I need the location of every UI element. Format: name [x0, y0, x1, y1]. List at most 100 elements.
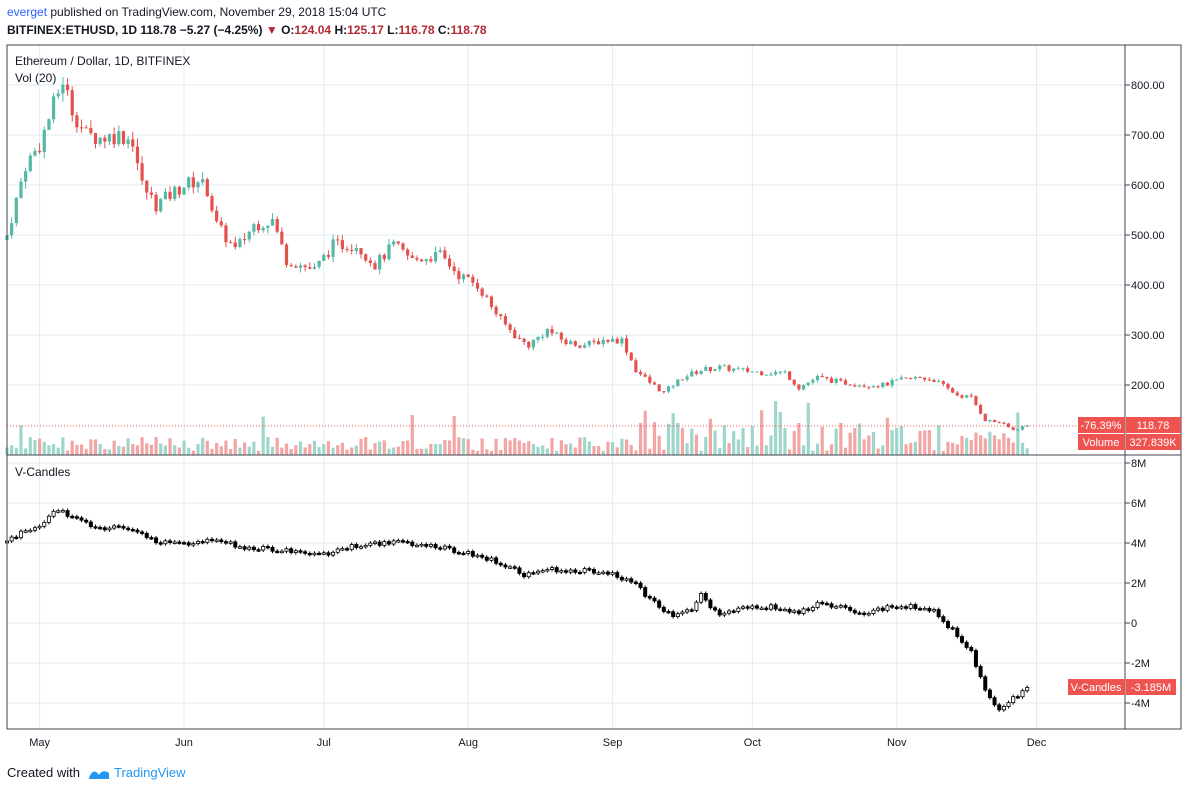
volume-bar	[499, 450, 503, 455]
price-candle	[392, 241, 396, 245]
v-candle	[345, 548, 350, 551]
price-candle	[10, 223, 14, 236]
volume-bar	[294, 445, 298, 455]
high-value: 125.17	[347, 23, 384, 37]
volume-bar	[312, 440, 317, 455]
volume-bar	[503, 438, 508, 455]
price-candle	[857, 385, 862, 387]
time-axis[interactable]: May Jun Jul Aug Sep Oct Nov Dec	[29, 737, 1047, 749]
volume-bar	[201, 437, 205, 455]
volume-bar	[806, 402, 810, 455]
author-link[interactable]: everget	[7, 5, 48, 19]
price-candle	[284, 244, 289, 265]
price-candle	[839, 378, 843, 381]
v-candle	[829, 603, 834, 608]
volume-bar	[340, 442, 344, 455]
volume-bar	[256, 450, 261, 455]
v-candle	[158, 542, 163, 545]
v-candle	[23, 530, 28, 533]
v-candle	[331, 551, 336, 556]
price-candle	[895, 379, 899, 381]
publish-line: everget published on TradingView.com, No…	[7, 5, 386, 19]
y-tick-label: 2M	[1131, 578, 1146, 590]
volume-bar	[1025, 448, 1029, 455]
volume-bar	[610, 442, 615, 455]
volume-bar	[951, 442, 955, 455]
price-candle	[583, 345, 587, 348]
volume-bar	[452, 416, 456, 455]
pane2-title: V-Candles	[15, 465, 70, 479]
price-candle	[433, 251, 438, 262]
v-candle	[279, 550, 284, 554]
price-candle	[657, 384, 661, 392]
price-candle	[14, 197, 18, 224]
volume-bar	[238, 447, 242, 455]
volume-bar	[760, 410, 764, 455]
price-candle	[378, 254, 382, 270]
price-candle	[224, 225, 228, 243]
v-candle	[750, 605, 755, 609]
volume-bar	[98, 444, 102, 455]
v-candle	[564, 570, 569, 573]
v-candle	[522, 572, 527, 578]
v-candle	[568, 569, 573, 573]
volume-bar	[70, 440, 74, 455]
v-candle	[880, 607, 885, 611]
volume-bar	[965, 437, 969, 455]
volume-bar	[634, 450, 638, 455]
v-candle	[46, 515, 51, 523]
volume-bar	[163, 445, 167, 455]
volume-bar	[159, 443, 163, 455]
price-candle	[322, 254, 326, 261]
price-candle	[51, 96, 56, 120]
price-candle	[923, 377, 927, 380]
v-candle	[438, 547, 443, 550]
volume-bar	[182, 440, 186, 455]
volume-bar	[79, 444, 84, 455]
price-candle	[685, 376, 689, 380]
v-candle	[363, 544, 368, 548]
price-candle	[461, 274, 466, 280]
volume-bar	[1006, 437, 1011, 455]
v-candle	[713, 607, 718, 611]
price-candle	[531, 339, 535, 348]
price-candle	[443, 250, 447, 259]
price-candle	[965, 395, 969, 398]
v-candle	[806, 608, 811, 611]
volume-bar	[601, 450, 605, 455]
volume-bar	[755, 445, 759, 455]
volume-bar	[955, 444, 959, 455]
price-axis[interactable]: 800.00 700.00 600.00 500.00 400.00 300.00 200.…	[1125, 80, 1165, 392]
volume-bar	[666, 423, 671, 455]
volume-bar	[117, 445, 121, 455]
v-candle	[918, 608, 923, 611]
volume-bar	[345, 449, 349, 455]
volume-bar	[168, 438, 172, 455]
v-candle	[228, 541, 233, 544]
v-candle	[116, 525, 121, 528]
price-candle	[918, 377, 922, 379]
v-candle	[540, 570, 545, 573]
volume-bar	[406, 440, 410, 455]
v-candle	[130, 528, 135, 532]
v-candle	[168, 540, 173, 543]
price-candle	[126, 139, 130, 144]
price-candle	[419, 259, 424, 262]
pct-badge-text: -76.39%	[1081, 420, 1122, 432]
price-candle	[513, 329, 517, 339]
v-candle	[927, 608, 932, 612]
v-candle	[969, 647, 974, 651]
v-candles-axis[interactable]: 8M 6M 4M 2M 0 -2M -4M	[1125, 458, 1150, 710]
volume-bar	[1020, 442, 1025, 455]
price-candle	[252, 224, 256, 232]
volume-value-badge	[1126, 434, 1181, 450]
tradingview-link[interactable]: TradingView	[113, 765, 186, 780]
price-candle	[573, 341, 577, 346]
volume-bar	[494, 438, 498, 455]
price-candle	[536, 337, 540, 340]
price-candle	[978, 405, 983, 414]
v-candle	[876, 607, 881, 611]
vc-name-badge	[1068, 679, 1125, 695]
volume-bar	[475, 450, 480, 455]
